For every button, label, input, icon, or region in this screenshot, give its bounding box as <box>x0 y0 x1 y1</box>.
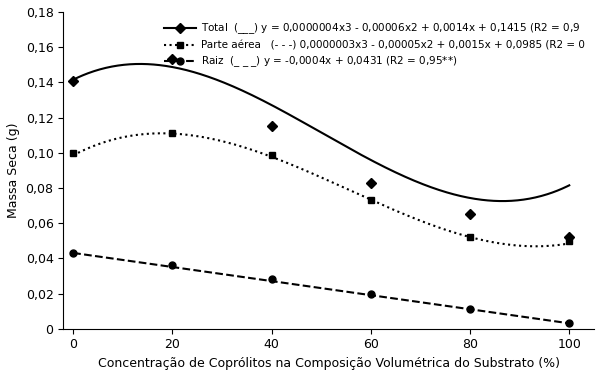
X-axis label: Concentração de Coprólitos na Composição Volumétrica do Substrato (%): Concentração de Coprólitos na Composição… <box>97 357 560 370</box>
Y-axis label: Massa Seca (g): Massa Seca (g) <box>7 123 20 218</box>
Legend: Total  ($\mathdefault{\_\_\_}$) y = 0,0000004x3 - 0,00006x2 + 0,0014x + 0,1415 (: Total ($\mathdefault{\_\_\_}$) y = 0,000… <box>160 17 589 74</box>
